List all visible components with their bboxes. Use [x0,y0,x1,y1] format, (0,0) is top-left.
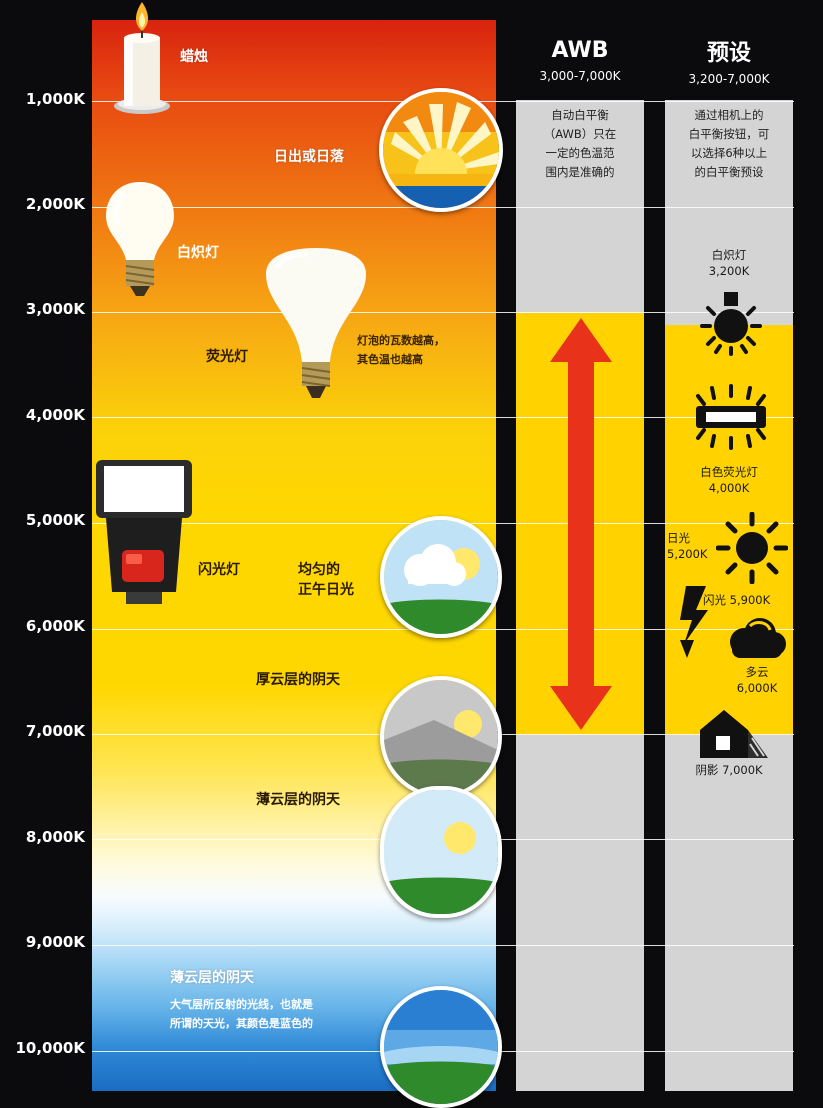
incandescent-bulb-icon [104,180,176,304]
tick-label-1000k: 1,000K [25,90,85,108]
preset-title: 预设 [706,41,751,66]
preset-cloudy-label: 多云 6,000K [722,664,792,696]
tick-label-6000k: 6,000K [25,617,85,635]
tick-label-4000k: 4,000K [25,406,85,424]
preset-desc-line-4: 的白平衡预设 [694,164,764,179]
bulb-wattage-note: 灯泡的瓦数越高， 其色温也越高 [357,332,445,369]
preset-desc-line-2: 白平衡按钮，可 [688,126,770,141]
preset-desc-line-1: 通过相机上的 [694,108,764,122]
sunrise-sunset-label: 日出或日落 [274,149,344,165]
bulb-note-line-2: 其色温也越高 [357,352,423,366]
awb-desc-line-2: （AWB）只在 [543,126,617,141]
preset-fluorescent-value: 4,000K [708,481,750,496]
preset-fluorescent-label: 白色荧光灯 4,000K [665,464,793,496]
heavy-overcast-image [380,676,502,798]
preset-tungsten-value: 3,200K [708,264,750,279]
tick-label-7000k: 7,000K [25,722,85,740]
candle-icon [112,0,182,120]
preset-desc-line-3: 以选择6种以上 [690,145,768,160]
reflector-bulb-icon [258,244,374,406]
preset-description: 通过相机上的 白平衡按钮，可 以选择6种以上 的白平衡预设 [668,106,790,182]
preset-flash-label: 闪光 5,900K [703,593,771,607]
preset-daylight-value: 5,200K [667,547,708,562]
preset-range: 3,200-7,000K [688,72,770,86]
fluorescent-label: 荧光灯 [206,349,248,365]
tick-label-2000k: 2,000K [25,195,85,213]
noon-daylight-label: 均匀的 正午日光 [298,560,354,601]
bulb-note-line-1: 灯泡的瓦数越高， [357,334,445,347]
skylight-line-2: 所谓的天光，其颜色是蓝色的 [170,1016,313,1030]
cloud-icon [724,616,788,660]
heavy-overcast-label: 厚云层的阴天 [256,672,340,688]
blue-sky-image [380,986,502,1108]
skylight-line-1: 大气层所反射的光线，也就是 [170,998,313,1011]
skylight-title: 薄云层的阴天 [170,970,254,986]
tick-label-3000k: 3,000K [25,300,85,318]
lightbulb-sun-icon [696,290,766,356]
tick-label-10000k: 10,000K [15,1039,85,1057]
preset-daylight-name: 日光 [667,531,690,545]
preset-cloudy-name: 多云 [745,665,769,679]
awb-title: AWB [551,38,609,63]
sunrise-sunset-image [379,88,503,212]
gridline [92,417,794,418]
awb-range: 3,000-7,000K [539,69,621,83]
tick-label-8000k: 8,000K [25,828,85,846]
preset-fluorescent-name: 白色荧光灯 [700,465,758,479]
preset-tungsten-name: 白炽灯 [711,248,747,262]
noon-daylight-image [380,516,502,638]
fluorescent-tube-icon [692,384,770,450]
lightning-bolt-icon [676,586,712,658]
noon-line-2: 正午日光 [298,582,354,599]
house-shade-icon [698,708,772,760]
sun-icon [716,512,788,584]
light-overcast-image [380,786,502,918]
awb-desc-line-3: 一定的色温范 [545,145,615,160]
incandescent-label: 白炽灯 [177,245,219,261]
preset-tungsten-label: 白炽灯 3,200K [665,247,793,279]
gridline [92,945,794,946]
preset-cloudy-value: 6,000K [736,681,778,696]
awb-desc-line-4: 围内是准确的 [545,164,615,179]
awb-description: 自动白平衡 （AWB）只在 一定的色温范 围内是准确的 [520,106,640,182]
candle-label: 蜡烛 [180,49,208,65]
preset-daylight-label: 日光 5,200K [667,530,707,562]
tick-label-5000k: 5,000K [25,511,85,529]
awb-range-arrow-icon [550,318,612,730]
flash-unit-icon [96,460,192,610]
awb-desc-line-1: 自动白平衡 [551,108,609,122]
gridline [92,312,794,313]
skylight-note: 大气层所反射的光线，也就是 所谓的天光，其颜色是蓝色的 [170,996,313,1033]
flash-label: 闪光灯 [198,562,240,578]
tick-label-9000k: 9,000K [25,933,85,951]
preset-shade-label: 阴影 7,000K [695,763,763,777]
noon-line-1: 均匀的 [298,562,340,578]
light-overcast-label: 薄云层的阴天 [256,792,340,808]
